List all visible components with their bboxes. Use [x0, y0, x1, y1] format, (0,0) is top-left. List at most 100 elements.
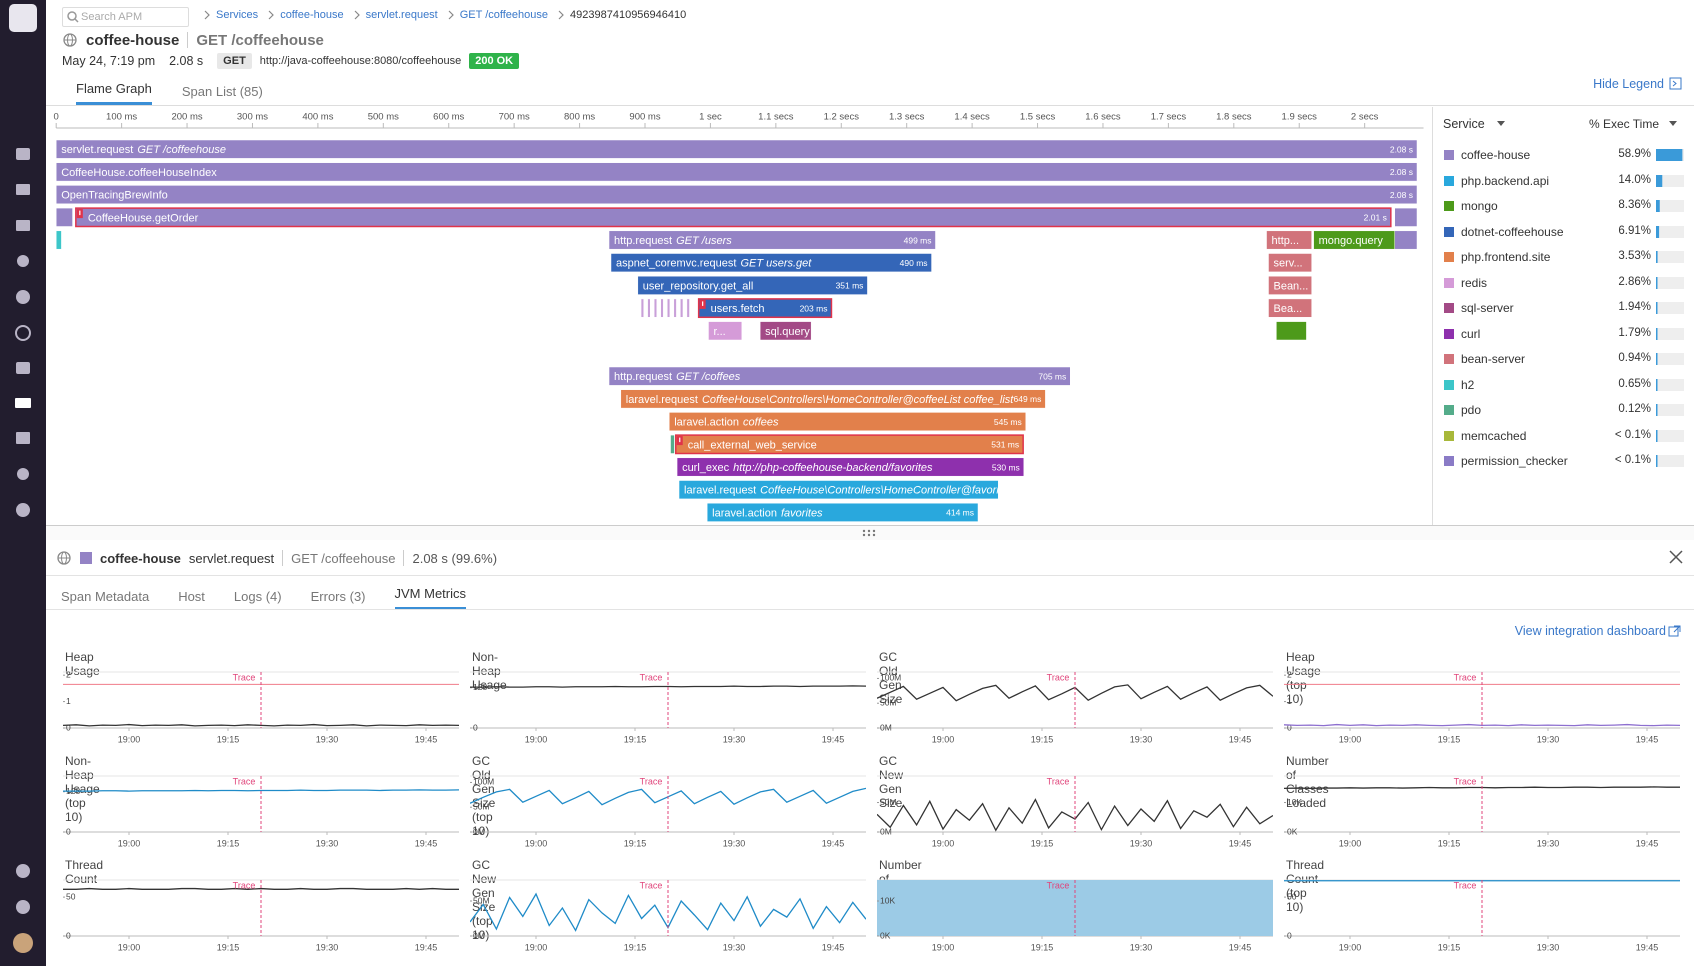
- span[interactable]: servlet.request GET /coffeehouse 2.08 s: [55, 139, 1418, 159]
- x-tick-label: 19:00: [525, 942, 548, 952]
- legend-row[interactable]: h2 0.65%: [1433, 376, 1694, 394]
- search-box[interactable]: Search APM: [62, 7, 189, 27]
- span[interactable]: laravel.action favorites 414 ms: [706, 502, 979, 522]
- time-tick-label: 0: [54, 112, 59, 123]
- hide-legend-text[interactable]: Hide Legend: [1593, 77, 1664, 91]
- time-tick-label: 100 ms: [106, 112, 137, 123]
- span[interactable]: [673, 298, 677, 318]
- legend-row[interactable]: memcached < 0.1%: [1433, 427, 1694, 445]
- legend-track: [1656, 429, 1684, 442]
- hide-legend[interactable]: Hide Legend: [1593, 77, 1684, 91]
- span[interactable]: [670, 434, 675, 454]
- span[interactable]: [660, 298, 664, 318]
- span[interactable]: laravel.action coffees 545 ms: [668, 412, 1027, 432]
- span[interactable]: user_repository.get_all 351 ms: [637, 275, 868, 295]
- span[interactable]: [653, 298, 658, 318]
- legend-row[interactable]: coffee-house 58.9%: [1433, 146, 1694, 164]
- tab[interactable]: Errors (3): [310, 589, 366, 604]
- span[interactable]: laravel.request CoffeeHouse\Controllers\H…: [678, 480, 1023, 500]
- span-bar: [1276, 321, 1307, 341]
- legend-row[interactable]: bean-server 0.94%: [1433, 350, 1694, 368]
- close-button[interactable]: [1668, 549, 1684, 565]
- breadcrumb[interactable]: Services: [216, 9, 259, 21]
- breadcrumb[interactable]: coffee-house: [280, 9, 344, 21]
- span-bar: [75, 207, 1392, 228]
- tab[interactable]: Logs (4): [233, 589, 282, 604]
- span[interactable]: [686, 298, 690, 318]
- span[interactable]: http...: [1266, 230, 1312, 250]
- tab[interactable]: Span List (85): [181, 84, 263, 99]
- trace-url: http://java-coffeehouse:8080/coffeehouse: [259, 55, 462, 67]
- span[interactable]: r...: [708, 321, 743, 341]
- legend-percent: 1.79%: [1618, 326, 1651, 339]
- tab[interactable]: Host: [178, 589, 205, 604]
- legend-row[interactable]: mongo 8.36%: [1433, 197, 1694, 215]
- span[interactable]: Bean...: [1268, 275, 1312, 295]
- legend-bar-track: [1656, 225, 1684, 238]
- span[interactable]: OpenTracingBrewInfo 2.08 s: [55, 185, 1418, 205]
- breadcrumb[interactable]: servlet.request: [365, 9, 438, 21]
- span[interactable]: call_external_web_service 531 ms: [675, 434, 1024, 455]
- span[interactable]: [1276, 321, 1307, 341]
- integration-link-text[interactable]: View integration dashboard: [1514, 624, 1666, 638]
- legend-row[interactable]: pdo 0.12%: [1433, 401, 1694, 419]
- series-line: [470, 685, 866, 688]
- span[interactable]: [680, 298, 684, 318]
- span[interactable]: users.fetch 203 ms: [697, 298, 833, 319]
- legend-bar: [1656, 378, 1658, 391]
- span[interactable]: mongo.query: [1313, 230, 1396, 250]
- span-duration: 490 ms: [900, 258, 928, 268]
- legend-row[interactable]: curl 1.79%: [1433, 325, 1694, 343]
- panel-divider[interactable]: [46, 525, 1694, 540]
- legend-row[interactable]: redis 2.86%: [1433, 274, 1694, 292]
- metric-chart: 0M 50M 100M Trace 19:00 19:15 19:30 19:45: [877, 671, 1273, 744]
- span[interactable]: aspnet_coremvc.request GET users.get 490 m…: [610, 253, 932, 273]
- span-name: curl_exec: [682, 462, 730, 474]
- span[interactable]: serv...: [1268, 253, 1312, 273]
- tab[interactable]: Span Metadata: [61, 589, 150, 604]
- span[interactable]: Bea...: [1268, 298, 1312, 318]
- span[interactable]: laravel.request CoffeeHouse\Controllers\H…: [620, 389, 1046, 409]
- legend-percent: 0.94%: [1618, 352, 1651, 364]
- span-bar: [55, 162, 1418, 182]
- legend-header-exec[interactable]: % Exec Time: [1589, 117, 1681, 131]
- span[interactable]: [1394, 230, 1418, 250]
- span-bar: [706, 502, 979, 522]
- span[interactable]: curl_exec http://php-coffeehouse-backend/…: [676, 457, 1025, 477]
- detail-duration: 2.08 s (99.6%): [412, 550, 498, 566]
- span[interactable]: [55, 207, 73, 227]
- span[interactable]: [667, 298, 671, 318]
- legend-row[interactable]: sql-server 1.94%: [1433, 299, 1694, 317]
- legend-swatch: [1444, 150, 1454, 160]
- trace-label: Trace: [233, 776, 256, 786]
- span-label: mongo.query: [1319, 235, 1384, 247]
- legend-row[interactable]: php.backend.api 14.0%: [1433, 172, 1694, 190]
- tab[interactable]: Flame Graph: [76, 81, 152, 105]
- trace-label: Trace: [233, 880, 256, 890]
- legend-bar-track: [1656, 429, 1684, 442]
- breadcrumb[interactable]: GET /coffeehouse: [459, 9, 549, 21]
- span[interactable]: [647, 298, 651, 318]
- service-swatch: [80, 552, 92, 564]
- legend-row[interactable]: permission_checker < 0.1%: [1433, 452, 1694, 470]
- span[interactable]: [55, 230, 62, 250]
- time-tick-label: 1 sec: [699, 112, 722, 123]
- legend-header-service[interactable]: Service: [1443, 117, 1509, 131]
- span-bar: [678, 480, 999, 500]
- span[interactable]: sql.query: [759, 321, 812, 341]
- legend-row[interactable]: dotnet-coffeehouse 6.91%: [1433, 223, 1694, 241]
- integration-link[interactable]: View integration dashboard: [1515, 624, 1682, 638]
- legend-bar: [1656, 429, 1658, 442]
- tab[interactable]: JVM Metrics: [394, 586, 467, 610]
- span[interactable]: CoffeeHouse.getOrder 2.01 s: [75, 207, 1392, 228]
- y-tick-label: 50M: [880, 697, 897, 707]
- span-bar: [608, 366, 1071, 386]
- span[interactable]: [1394, 207, 1418, 227]
- span[interactable]: http.request GET /users 499 ms: [608, 230, 936, 250]
- span[interactable]: http.request GET /coffees 705 ms: [608, 366, 1071, 386]
- chevron: [558, 10, 564, 20]
- span[interactable]: [640, 298, 644, 318]
- legend-row[interactable]: php.frontend.site 3.53%: [1433, 248, 1694, 266]
- span[interactable]: CoffeeHouse.coffeeHouseIndex 2.08 s: [55, 162, 1418, 182]
